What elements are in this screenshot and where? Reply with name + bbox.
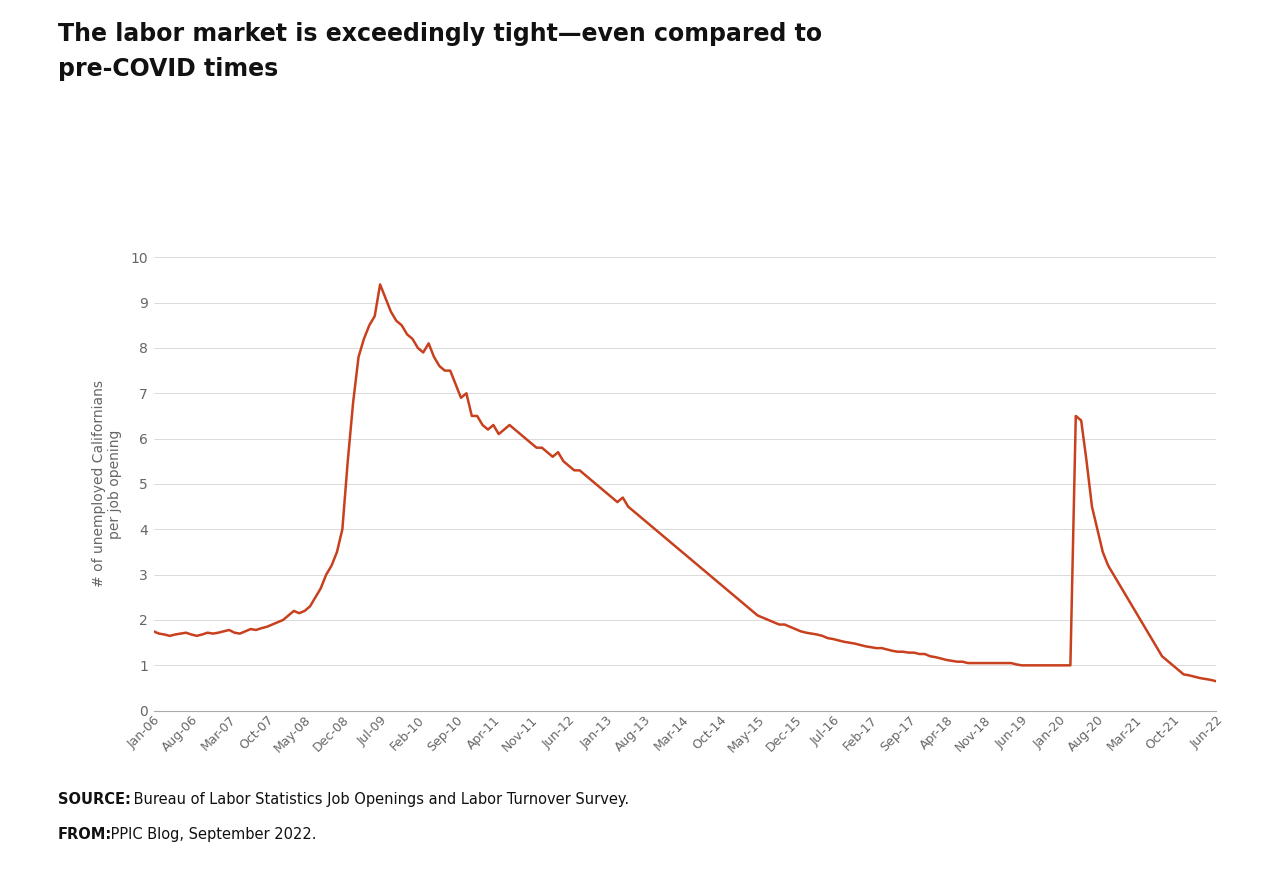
- Text: The labor market is exceedingly tight—even compared to: The labor market is exceedingly tight—ev…: [58, 22, 822, 46]
- Text: pre-COVID times: pre-COVID times: [58, 57, 278, 81]
- Text: Bureau of Labor Statistics Job Openings and Labor Turnover Survey.: Bureau of Labor Statistics Job Openings …: [129, 792, 630, 807]
- Text: SOURCE:: SOURCE:: [58, 792, 131, 807]
- Y-axis label: # of unemployed Californians
per job opening: # of unemployed Californians per job ope…: [92, 380, 122, 588]
- Text: PPIC Blog, September 2022.: PPIC Blog, September 2022.: [106, 827, 316, 841]
- Text: FROM:: FROM:: [58, 827, 111, 841]
